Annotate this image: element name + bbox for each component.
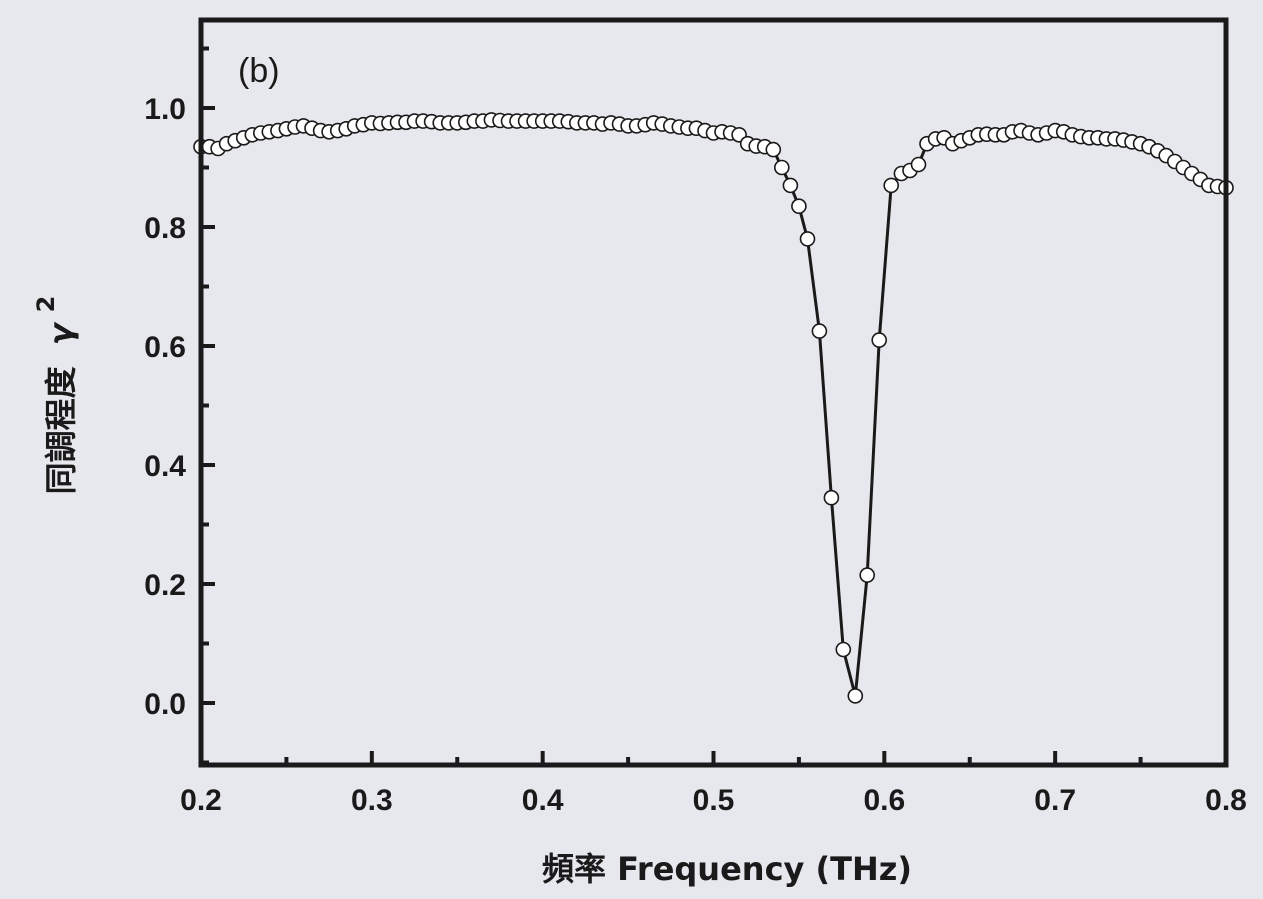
y-tick-label: 0.6: [144, 331, 186, 364]
y-axis-title-text: 同調程度: [42, 366, 80, 494]
y-tick-label: 0.8: [144, 212, 186, 245]
y-tick-label: 1.0: [144, 93, 186, 126]
data-point: [782, 177, 799, 194]
tick-layer: 0.2 0.3 0.4 0.5 0.6 0.7 0.8 0.0 0.2 0.4 0.6 0.8 1.0: [144, 46, 1247, 817]
data-layer: [193, 112, 1234, 704]
y-tick-label: 0.4: [144, 450, 186, 483]
data-point: [883, 177, 900, 194]
x-tick-label: 0.5: [693, 784, 735, 817]
y-axis-title: 同調程度 γ 2: [32, 296, 80, 495]
data-point: [799, 231, 816, 247]
x-tick-label: 0.2: [180, 784, 222, 817]
x-tick-label: 0.8: [1205, 784, 1247, 817]
panel-label: (b): [238, 52, 280, 90]
y-axis-title-superscript: 2: [32, 296, 60, 313]
data-point: [823, 489, 840, 506]
y-tick-label: 0.0: [144, 688, 186, 721]
data-point: [773, 159, 790, 176]
data-point: [811, 323, 828, 339]
x-tick-label: 0.4: [522, 784, 564, 817]
data-point: [835, 641, 852, 658]
x-tick-label: 0.7: [1034, 784, 1076, 817]
x-axis-title: 頻率 Frequency (THz): [542, 850, 912, 888]
data-point: [871, 332, 888, 348]
data-point: [791, 198, 807, 214]
data-point: [859, 567, 876, 583]
x-tick-label: 0.6: [863, 784, 905, 817]
y-tick-label: 0.2: [144, 569, 186, 602]
data-point: [765, 141, 782, 158]
x-tick-label: 0.3: [351, 784, 393, 817]
y-axis-title-symbol: γ: [42, 321, 80, 345]
data-point: [910, 156, 927, 173]
data-point: [847, 688, 864, 704]
svg-text:同調程度 γ 2: 同調程度 γ 2: [32, 296, 80, 495]
